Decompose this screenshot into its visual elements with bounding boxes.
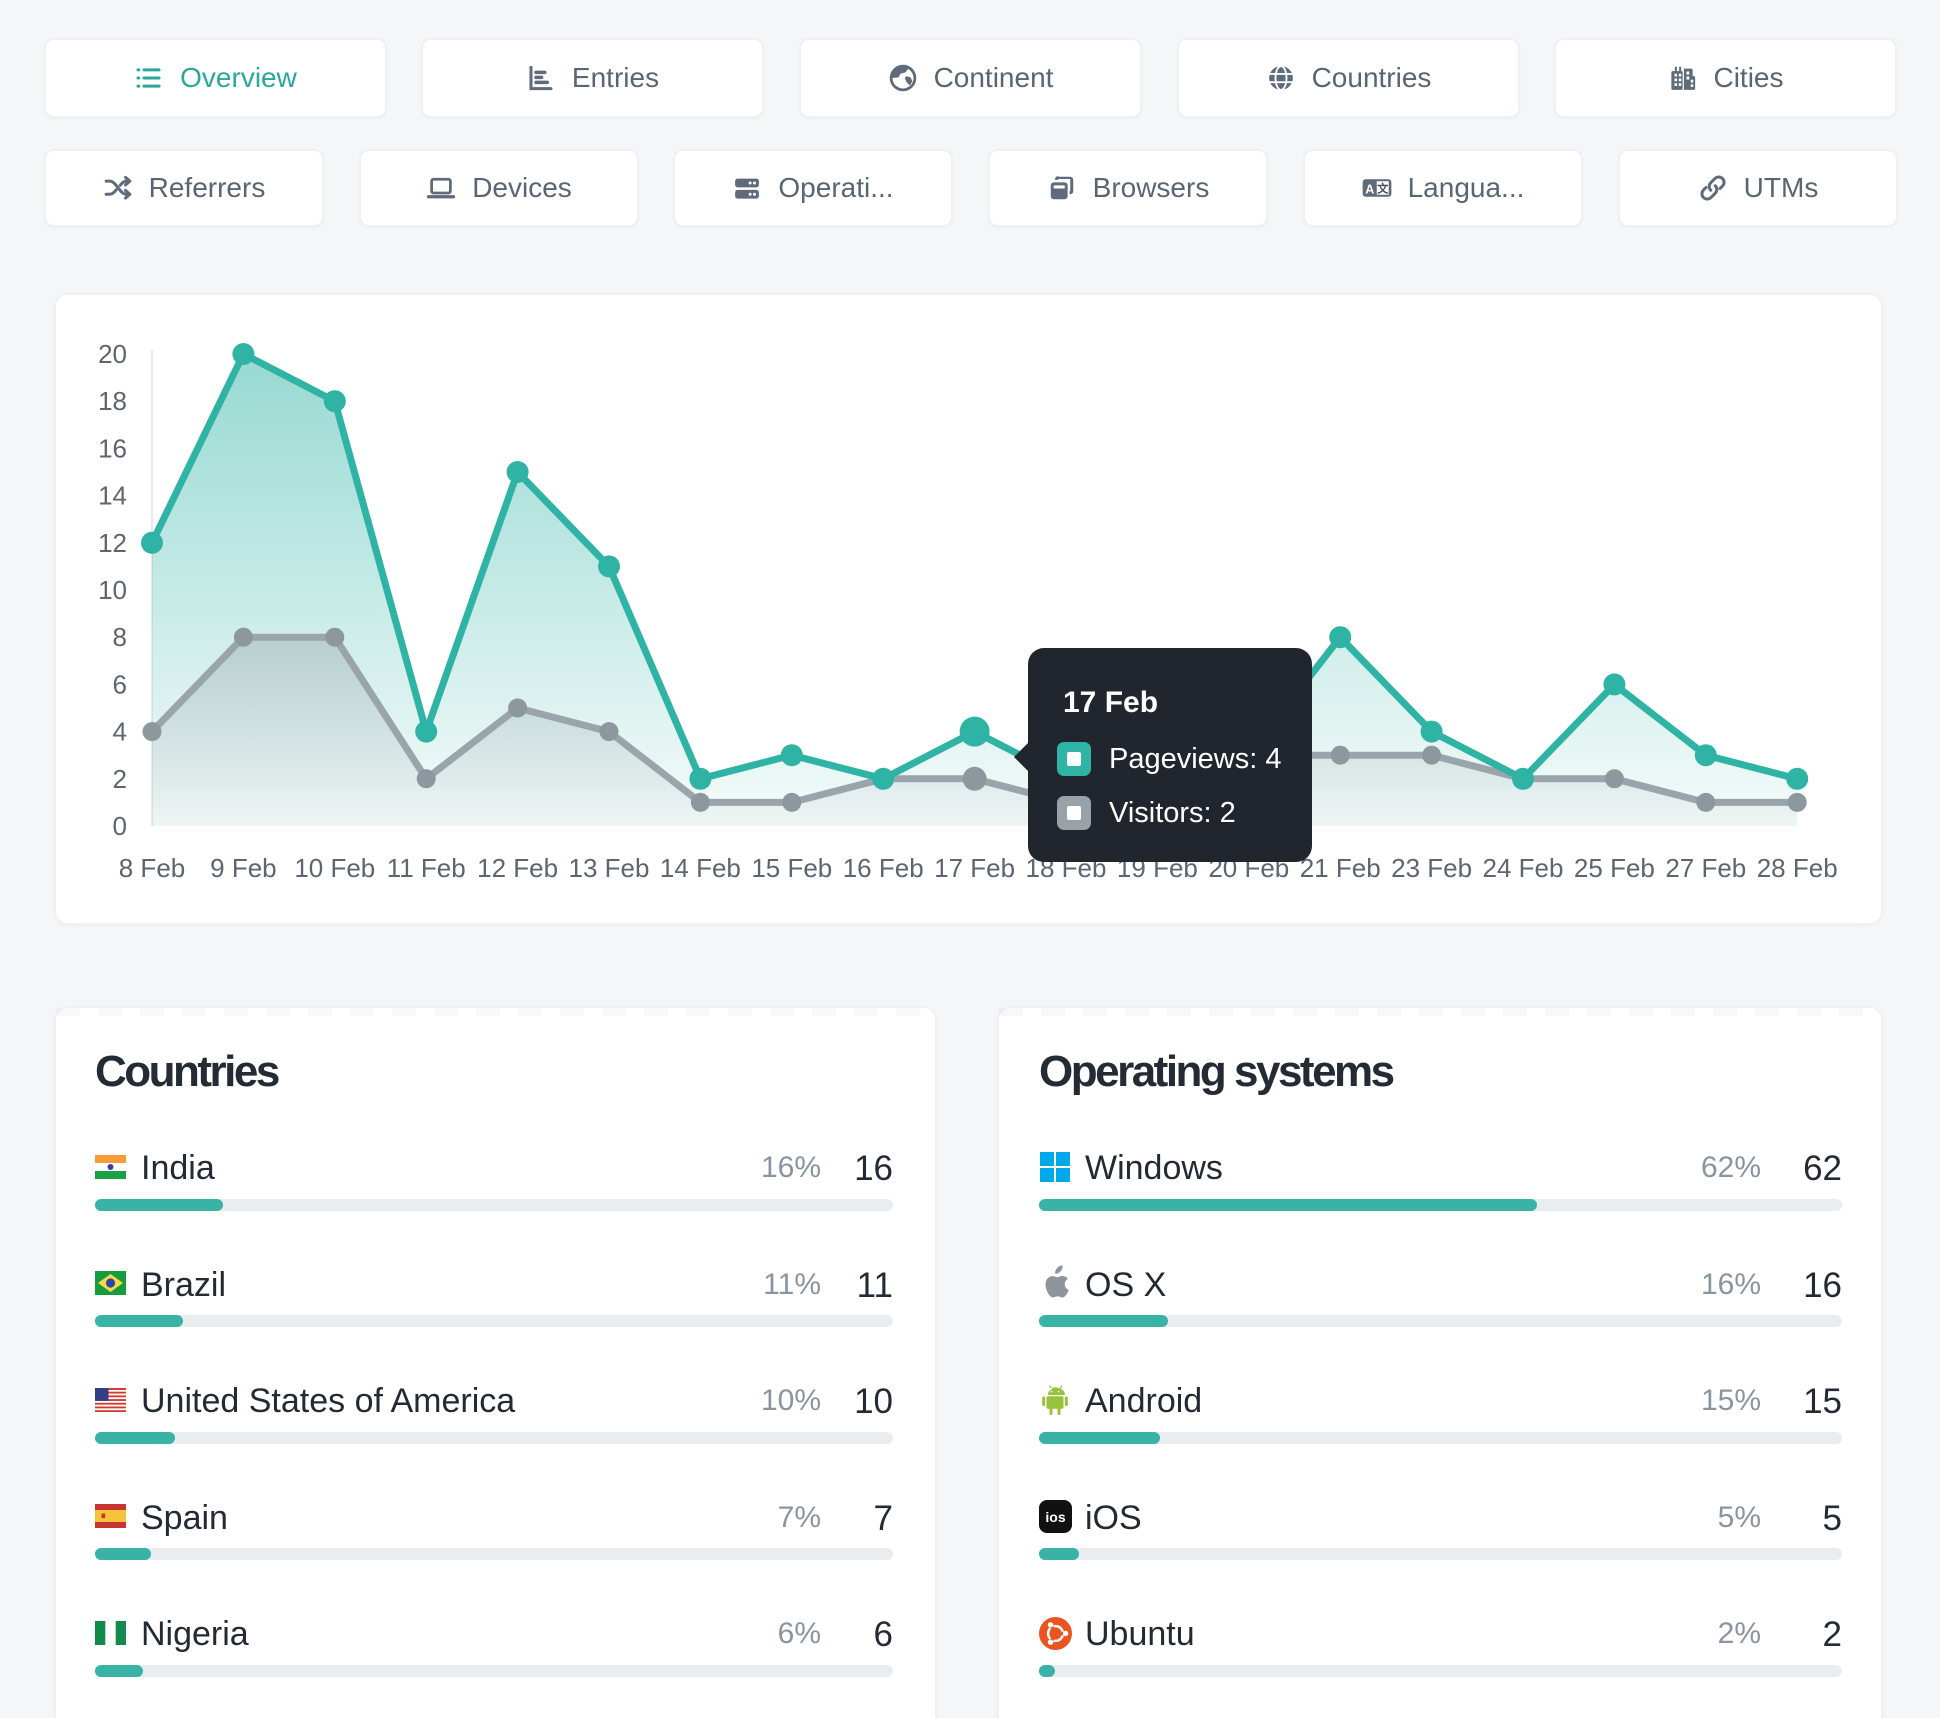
svg-text:16: 16 — [98, 433, 127, 463]
svg-text:12: 12 — [98, 528, 127, 558]
svg-text:18: 18 — [98, 386, 127, 416]
svg-text:A: A — [1365, 183, 1374, 197]
svg-text:8: 8 — [113, 622, 127, 652]
svg-text:24 Feb: 24 Feb — [1483, 853, 1564, 883]
svg-text:25 Feb: 25 Feb — [1574, 853, 1655, 883]
svg-text:2: 2 — [113, 764, 127, 794]
svg-text:13 Feb: 13 Feb — [569, 853, 650, 883]
svg-text:28 Feb: 28 Feb — [1757, 853, 1838, 883]
svg-text:14 Feb: 14 Feb — [660, 853, 741, 883]
svg-text:文: 文 — [1377, 182, 1389, 196]
svg-text:8 Feb: 8 Feb — [119, 853, 186, 883]
svg-text:20: 20 — [98, 339, 127, 369]
svg-text:27 Feb: 27 Feb — [1665, 853, 1746, 883]
svg-text:23 Feb: 23 Feb — [1391, 853, 1472, 883]
svg-text:4: 4 — [113, 717, 127, 747]
svg-text:9 Feb: 9 Feb — [210, 853, 277, 883]
svg-text:10: 10 — [98, 575, 127, 605]
svg-text:16 Feb: 16 Feb — [843, 853, 924, 883]
svg-text:0: 0 — [113, 811, 127, 841]
svg-text:6: 6 — [113, 669, 127, 699]
svg-text:17 Feb: 17 Feb — [934, 853, 1015, 883]
svg-text:21 Feb: 21 Feb — [1300, 853, 1381, 883]
svg-text:10 Feb: 10 Feb — [294, 853, 375, 883]
svg-text:14: 14 — [98, 481, 127, 511]
svg-text:15 Feb: 15 Feb — [751, 853, 832, 883]
svg-text:12 Feb: 12 Feb — [477, 853, 558, 883]
svg-text:11 Feb: 11 Feb — [387, 853, 466, 883]
